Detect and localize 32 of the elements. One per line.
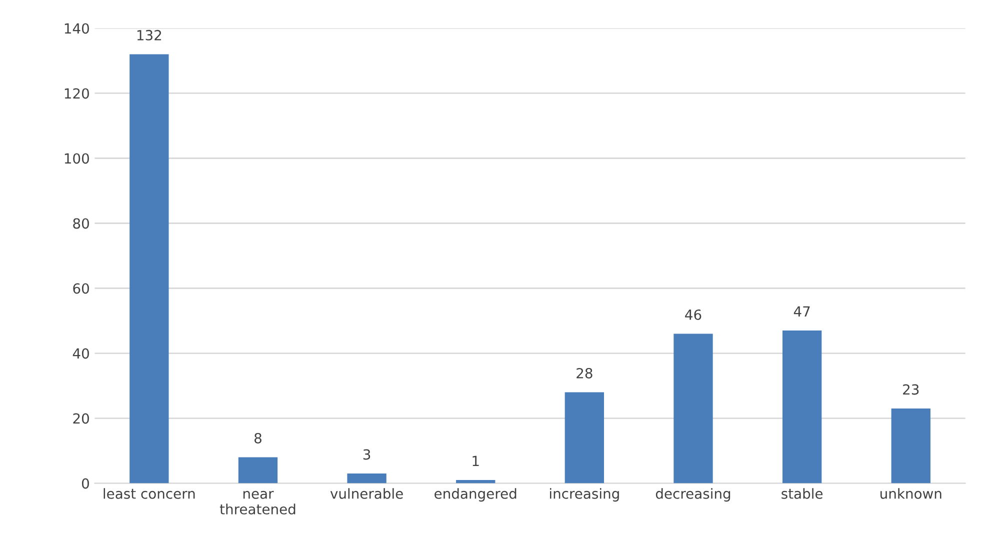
y-tick-label: 120 <box>64 88 89 99</box>
bar <box>564 392 604 484</box>
data-label: 47 <box>794 306 810 317</box>
data-label: 132 <box>137 30 162 40</box>
data-label: 1 <box>472 456 479 466</box>
x-tick-label: decreasing <box>656 488 730 502</box>
bar <box>238 457 278 484</box>
x-tick-label: stable <box>782 488 823 499</box>
x-tick-label: near threatened <box>220 490 296 514</box>
data-label: 28 <box>576 368 592 378</box>
y-tick-label: 60 <box>73 283 89 294</box>
data-label: 46 <box>685 309 702 320</box>
y-tick-label: 0 <box>82 478 89 489</box>
y-tick-label: 100 <box>64 153 89 164</box>
bar <box>130 54 169 484</box>
data-label: 3 <box>363 449 370 460</box>
bar <box>782 330 822 484</box>
x-tick-label: unknown <box>880 488 942 499</box>
x-tick-label: vulnerable <box>330 488 403 499</box>
y-tick-label: 80 <box>73 218 89 229</box>
bar <box>674 334 713 484</box>
x-tick-label: least concern <box>104 488 195 499</box>
data-label: 8 <box>254 432 262 444</box>
bar <box>891 408 930 484</box>
bar <box>347 474 386 484</box>
x-tick-label: endangered <box>434 488 516 502</box>
x-tick-label: increasing <box>550 488 619 502</box>
bar <box>456 480 496 484</box>
y-tick-label: 20 <box>73 413 89 424</box>
y-tick-label: 40 <box>72 348 89 359</box>
y-tick-label: 140 <box>64 23 89 34</box>
data-label: 23 <box>903 384 919 395</box>
